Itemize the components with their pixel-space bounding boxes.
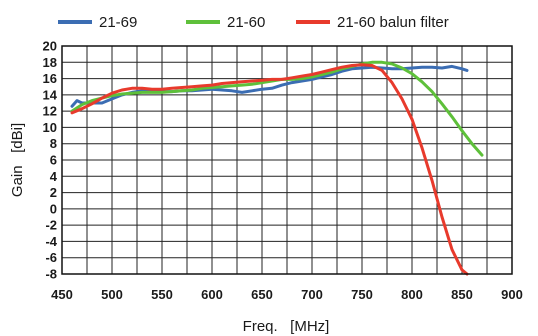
x-tick-label: 450 — [51, 287, 73, 302]
x-axis-label: Freq. [MHz] — [243, 318, 330, 335]
plot-frame — [61, 45, 513, 275]
x-tick-label: 500 — [101, 287, 123, 302]
chart-legend: 21-69 21-60 21-60 balun filter — [58, 14, 449, 31]
y-tick-label: 2 — [50, 185, 57, 200]
y-tick-label: 14 — [43, 87, 58, 102]
x-tick-label: 700 — [301, 287, 323, 302]
plot-border — [61, 45, 513, 275]
y-tick-label: 0 — [50, 201, 57, 216]
x-tick-labels: 450 500 550 600 650 700 750 800 850 900 — [51, 287, 523, 302]
y-tick-label: 16 — [43, 71, 57, 86]
series-layer — [70, 60, 484, 276]
y-tick-label: 12 — [43, 104, 57, 119]
x-tick-label: 550 — [151, 287, 173, 302]
x-tick-label: 650 — [251, 287, 273, 302]
y-tick-label: 20 — [43, 39, 57, 54]
legend-label-2: 21-60 — [227, 14, 265, 31]
y-tick-label: 8 — [50, 136, 57, 151]
y-tick-label: -4 — [45, 234, 57, 249]
y-tick-label: 10 — [43, 120, 57, 135]
y-tick-label: -6 — [45, 250, 57, 265]
y-tick-label: 4 — [50, 169, 58, 184]
x-tick-label: 800 — [401, 287, 423, 302]
x-tick-label: 850 — [451, 287, 473, 302]
y-tick-label: -8 — [45, 267, 57, 282]
x-tick-label: 600 — [201, 287, 223, 302]
y-tick-label: 6 — [50, 153, 57, 168]
legend-label-1: 21-69 — [99, 14, 137, 31]
legend-label-3: 21-60 balun filter — [337, 14, 449, 31]
x-tick-label: 900 — [501, 287, 523, 302]
series-line-3 — [70, 63, 469, 276]
y-axis-label: Gain [dBi] — [9, 123, 26, 197]
y-tick-label: -2 — [45, 218, 57, 233]
x-tick-label: 750 — [351, 287, 373, 302]
y-tick-label: 18 — [43, 55, 57, 70]
